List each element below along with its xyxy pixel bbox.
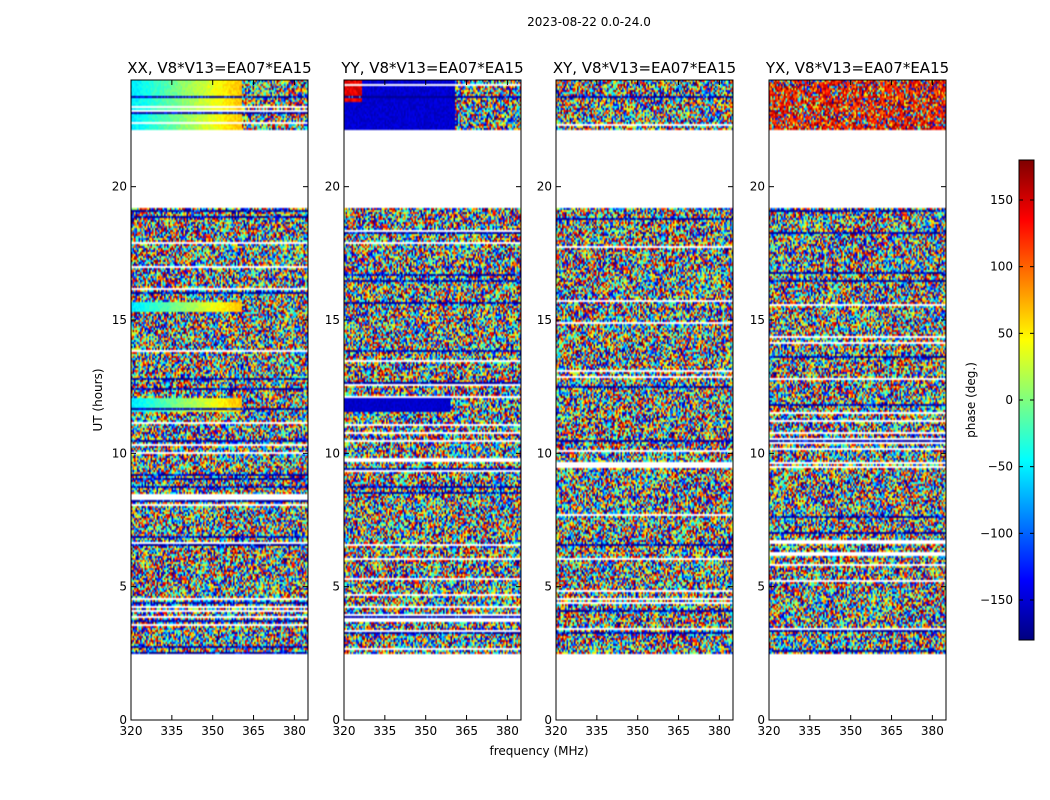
y-axis-label: UT (hours) [91, 368, 105, 431]
plot-frame [768, 79, 947, 721]
y-tick-label: 0 [544, 713, 552, 727]
colorbar-tick-label: −100 [980, 526, 1013, 540]
y-tick-label: 15 [537, 313, 552, 327]
y-tick-label: 20 [750, 180, 765, 194]
y-tick-label: 15 [750, 313, 765, 327]
x-tick-label: 365 [880, 724, 903, 738]
x-tick-label: 380 [496, 724, 519, 738]
y-tick-label: 5 [332, 580, 340, 594]
x-tick-label: 350 [201, 724, 224, 738]
x-tick-label: 365 [455, 724, 478, 738]
plot-frame [130, 79, 309, 721]
x-axis-label: frequency (MHz) [489, 744, 588, 758]
plot-frame [555, 79, 734, 721]
colorbar: 150 100 50 0 −50 −100 −150 phase (deg.) [964, 159, 1035, 641]
x-tick-label: 350 [414, 724, 437, 738]
phase-heatmap-image [556, 80, 733, 720]
y-tick-label: 10 [325, 446, 340, 460]
phase-heatmap-image [344, 80, 521, 720]
figure-title: 2023-08-22 0.0-24.0 [527, 15, 651, 29]
x-tick-label: 335 [373, 724, 396, 738]
y-tick-label: 10 [750, 446, 765, 460]
panel-title: YY, V8*V13=EA07*EA15 [340, 59, 523, 77]
y-tick-label: 15 [325, 313, 340, 327]
colorbar-tick-label: 50 [998, 326, 1013, 340]
x-tick-label: 380 [708, 724, 731, 738]
x-tick-label: 335 [585, 724, 608, 738]
panel-4: YX, V8*V13=EA07*EA15 320 335 350 365 380 0 5 10 1… [750, 59, 949, 738]
x-tick-label: 350 [839, 724, 862, 738]
colorbar-tick-label: −150 [980, 593, 1013, 607]
panel-title: XX, V8*V13=EA07*EA15 [127, 59, 311, 77]
x-tick-label: 320 [545, 724, 568, 738]
colorbar-label: phase (deg.) [964, 362, 978, 438]
y-tick-label: 5 [757, 580, 765, 594]
y-tick-label: 20 [112, 180, 127, 194]
x-tick-label: 365 [667, 724, 690, 738]
x-tick-label: 350 [626, 724, 649, 738]
panel-title: XY, V8*V13=EA07*EA15 [553, 59, 736, 77]
x-tick-label: 365 [242, 724, 265, 738]
y-tick-label: 5 [119, 580, 127, 594]
x-tick-label: 380 [921, 724, 944, 738]
panel-3: XY, V8*V13=EA07*EA15 320 335 350 365 380 0 5 10 1… [537, 59, 736, 738]
x-tick-label: 335 [798, 724, 821, 738]
y-tick-label: 0 [332, 713, 340, 727]
panel-1: XX, V8*V13=EA07*EA15 320 335 350 365 380 0 5 10 1… [91, 59, 312, 738]
phase-heatmap-image [131, 80, 308, 720]
x-tick-label: 335 [160, 724, 183, 738]
y-tick-label: 20 [325, 180, 340, 194]
x-tick-label: 380 [283, 724, 306, 738]
colorbar-tick-label: 150 [990, 193, 1013, 207]
x-tick-label: 320 [333, 724, 356, 738]
x-tick-label: 320 [120, 724, 143, 738]
colorbar-tick-label: 0 [1005, 393, 1013, 407]
colorbar-tick-label: 100 [990, 260, 1013, 274]
colorbar-tick-label: −50 [988, 460, 1013, 474]
panel-2: YY, V8*V13=EA07*EA15 320 335 350 365 380 0 5 10 1… [325, 59, 589, 758]
y-tick-label: 0 [119, 713, 127, 727]
y-tick-label: 15 [112, 313, 127, 327]
y-tick-label: 10 [112, 446, 127, 460]
y-tick-label: 10 [537, 446, 552, 460]
y-tick-label: 5 [544, 580, 552, 594]
plot-frame [343, 79, 522, 721]
y-tick-label: 0 [757, 713, 765, 727]
panel-title: YX, V8*V13=EA07*EA15 [765, 59, 949, 77]
y-tick-label: 20 [537, 180, 552, 194]
x-tick-label: 320 [758, 724, 781, 738]
phase-heatmap-image [769, 80, 946, 720]
